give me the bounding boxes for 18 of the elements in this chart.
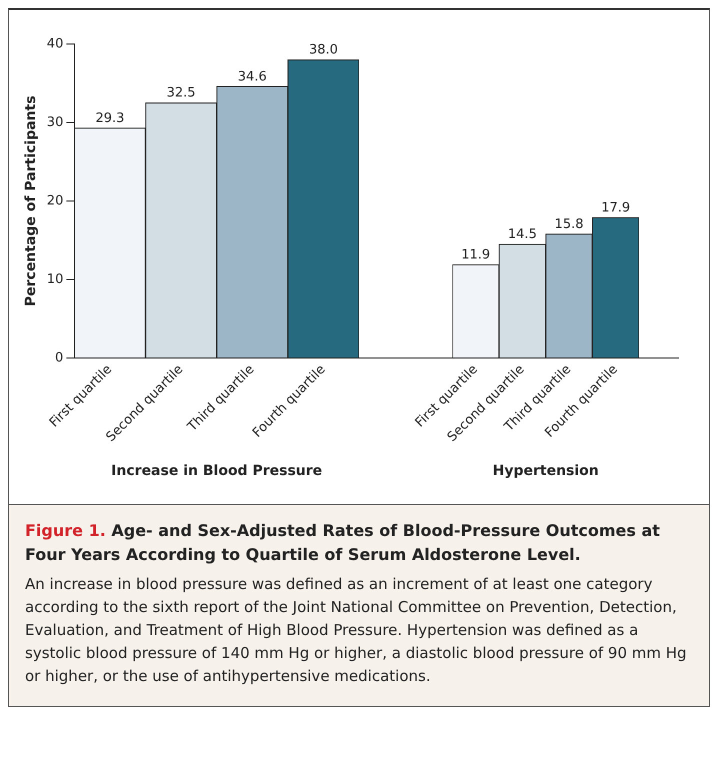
text: Figure 1. Age- and Sex-Adjusted Rates of Blood-Pressure Outcomes at Four Years According to Quartile of Serum Aldosterone Level.	[25, 521, 660, 564]
x-axis-title: Increase in Blood Pressure	[111, 463, 322, 480]
x-axis-title: Hypertension	[492, 463, 599, 480]
y-tick-label: 40	[46, 36, 64, 52]
y-tick-label: 0	[55, 350, 64, 366]
y-tick-label: 10	[46, 272, 64, 287]
y-tick-label: 30	[46, 114, 64, 130]
y-axis-title: Percentage of Participants	[23, 96, 40, 306]
data-label: 15.8	[554, 216, 584, 232]
data-label: 38.0	[308, 42, 338, 58]
data-label: 34.6	[238, 69, 267, 84]
data-label: 32.5	[166, 86, 196, 101]
data-label: 29.3	[95, 110, 124, 126]
data-label: 17.9	[601, 200, 630, 216]
y-tick-label: 20	[46, 193, 64, 208]
text: An increase in blood pressure was defined as an increment of at least one category according to the sixth report of the Joint National Committee on Prevention, Detection, Evaluation, and Treatment of High Blood Pressure. Hypertension was defined as a systolic blood pressure of 140 mm Hg or higher, a diastolic blood pressure of 90 mm Hg or higher, or the use of antihypertensive medications.	[25, 574, 688, 687]
data-label: 14.5	[508, 227, 537, 242]
data-label: 11.9	[461, 247, 490, 262]
